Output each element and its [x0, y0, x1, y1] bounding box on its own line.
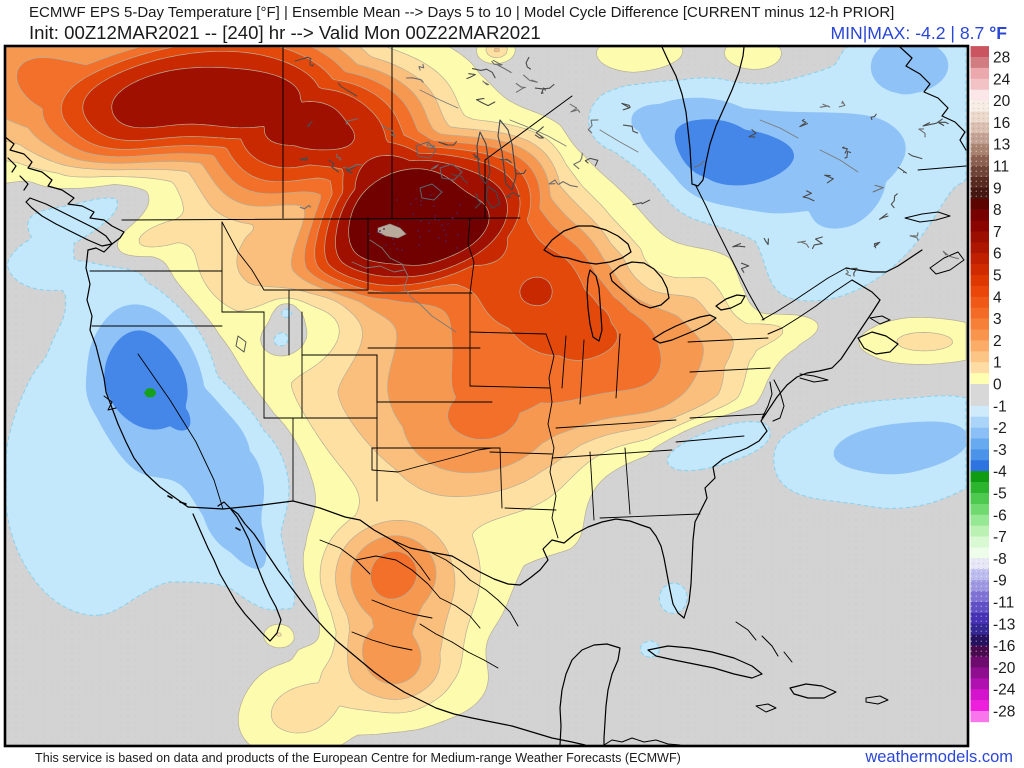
svg-text:6: 6 [993, 246, 1002, 263]
svg-text:-16: -16 [993, 638, 1015, 655]
svg-text:-7: -7 [993, 529, 1007, 546]
svg-text:11: 11 [993, 159, 1009, 176]
svg-text:3: 3 [993, 311, 1002, 328]
svg-text:8: 8 [993, 202, 1002, 219]
svg-text:5: 5 [993, 268, 1002, 285]
svg-text:1: 1 [993, 355, 1002, 372]
svg-text:16: 16 [993, 115, 1010, 132]
svg-text:4: 4 [993, 289, 1002, 306]
svg-text:2: 2 [993, 333, 1002, 350]
svg-text:-1: -1 [993, 398, 1007, 415]
svg-text:9: 9 [993, 180, 1002, 197]
svg-text:28: 28 [993, 50, 1010, 67]
svg-text:-8: -8 [993, 551, 1007, 568]
svg-text:-4: -4 [993, 464, 1007, 481]
svg-text:-5: -5 [993, 486, 1007, 503]
svg-text:-28: -28 [993, 704, 1015, 721]
svg-text:-11: -11 [993, 595, 1014, 612]
svg-text:20: 20 [993, 93, 1011, 110]
svg-text:24: 24 [993, 71, 1011, 88]
svg-text:-24: -24 [993, 682, 1016, 699]
svg-text:-9: -9 [993, 573, 1007, 590]
svg-text:-2: -2 [993, 420, 1007, 437]
svg-text:-20: -20 [993, 660, 1016, 677]
svg-text:0: 0 [993, 377, 1002, 394]
svg-text:-3: -3 [993, 442, 1007, 459]
svg-text:-6: -6 [993, 507, 1007, 524]
svg-text:-13: -13 [993, 616, 1015, 633]
svg-text:13: 13 [993, 137, 1010, 154]
svg-text:7: 7 [993, 224, 1002, 241]
